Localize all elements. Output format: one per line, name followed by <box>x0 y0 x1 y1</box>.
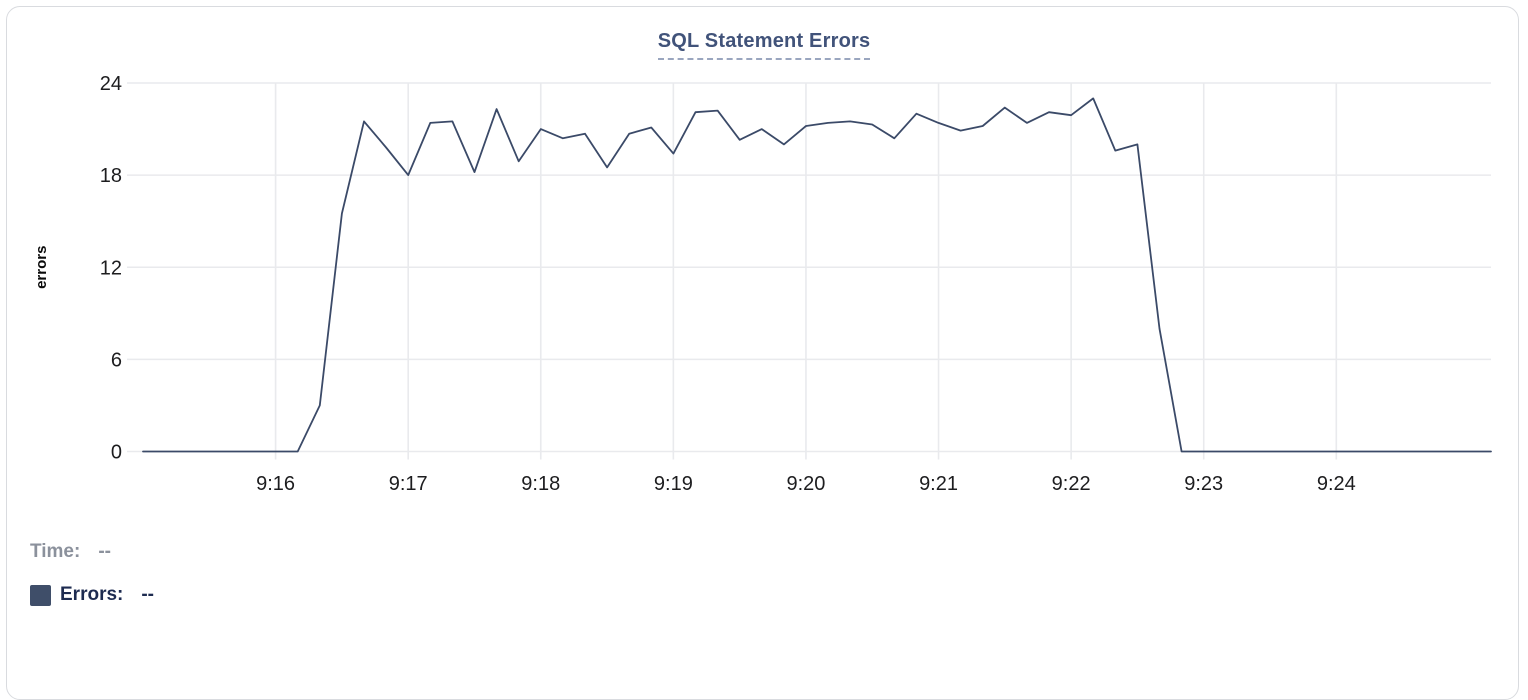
legend-errors-label: Errors: <box>60 584 124 605</box>
x-tick-label-9:16: 9:16 <box>256 473 295 495</box>
series-line-errors <box>142 97 1492 453</box>
legend-errors-value: -- <box>141 584 155 605</box>
line-chart-plot-area[interactable]: 0 6 12 18 24 9:16 9:17 9:18 9:19 9:20 9:21 9:22 9:23… <box>0 0 1528 512</box>
legend-errors-row[interactable]: Errors: -- <box>30 584 154 606</box>
y-tick-label-0: 0 <box>111 442 122 464</box>
x-tick-label-9:23: 9:23 <box>1184 473 1223 495</box>
x-tick-label-9:21: 9:21 <box>919 473 958 495</box>
x-tick-label-9:18: 9:18 <box>521 473 560 495</box>
y-tick-label-18: 18 <box>100 165 122 187</box>
x-tick-label-9:20: 9:20 <box>786 473 825 495</box>
y-tick-label-6: 6 <box>111 349 122 371</box>
x-tick-label-9:24: 9:24 <box>1317 473 1356 495</box>
x-tick-label-9:19: 9:19 <box>654 473 693 495</box>
x-tick-label-9:22: 9:22 <box>1052 473 1091 495</box>
chart-header: SQL Statement Errors <box>0 30 1528 60</box>
chart-card <box>6 6 1519 700</box>
legend-time-value: -- <box>98 541 111 562</box>
x-tick-label-9:17: 9:17 <box>389 473 428 495</box>
errors-series-swatch-icon <box>30 584 51 606</box>
y-tick-label-12: 12 <box>100 257 122 279</box>
legend-time-label: Time: <box>30 541 81 562</box>
legend-time-row: Time: -- <box>30 541 111 563</box>
y-axis-title: errors <box>33 246 50 289</box>
y-tick-label-24: 24 <box>100 73 122 95</box>
chart-title[interactable]: SQL Statement Errors <box>657 30 871 60</box>
